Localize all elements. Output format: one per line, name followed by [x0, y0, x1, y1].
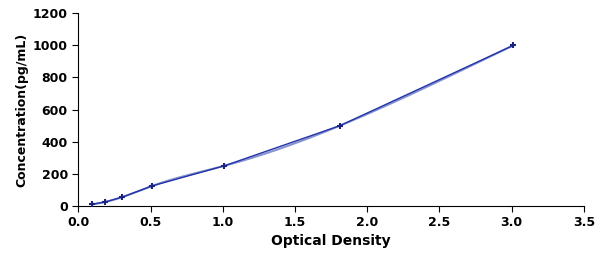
Y-axis label: Concentration(pg/mL): Concentration(pg/mL) — [16, 32, 29, 187]
X-axis label: Optical Density: Optical Density — [272, 233, 391, 248]
